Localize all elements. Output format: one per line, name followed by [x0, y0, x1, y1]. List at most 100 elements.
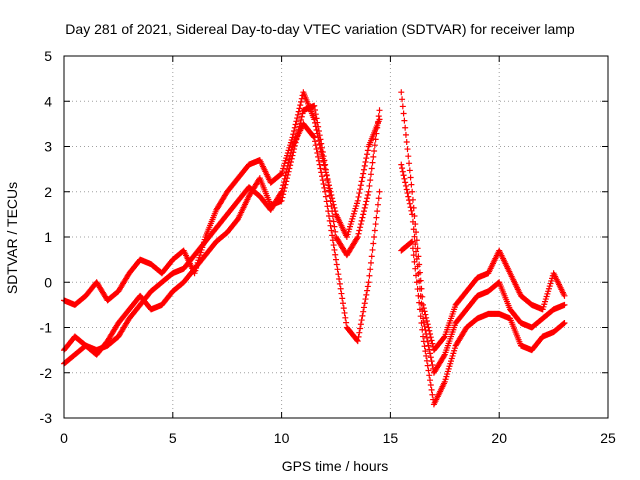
- data-point: [410, 226, 417, 233]
- y-tick-label: -1: [40, 320, 53, 336]
- data-point: [312, 142, 319, 149]
- data-point: [365, 279, 372, 286]
- data-point: [561, 292, 568, 299]
- data-point: [366, 182, 373, 189]
- data-point: [353, 337, 360, 344]
- data-point: [427, 377, 434, 384]
- data-point: [413, 279, 420, 286]
- y-tick-label: -2: [40, 365, 53, 381]
- data-point: [416, 299, 423, 306]
- y-axis-label: SDTVAR / TECUs: [4, 182, 20, 294]
- data-point: [421, 323, 428, 330]
- data-point: [374, 208, 381, 215]
- data-point: [286, 165, 293, 172]
- data-point: [428, 337, 435, 344]
- series-4: [398, 89, 568, 354]
- data-point: [329, 195, 336, 202]
- data-point: [295, 126, 302, 133]
- series-3: [61, 89, 383, 308]
- data-point: [291, 146, 298, 153]
- data-point: [321, 184, 328, 191]
- data-point: [408, 207, 415, 214]
- data-point: [412, 241, 419, 248]
- data-point: [425, 342, 432, 349]
- data-point: [409, 218, 416, 225]
- data-point: [376, 116, 383, 123]
- data-point: [361, 162, 368, 169]
- data-point: [412, 265, 419, 272]
- data-point: [280, 191, 287, 198]
- data-point: [360, 211, 367, 218]
- data-point: [355, 230, 362, 237]
- data-point: [289, 152, 296, 159]
- data-point: [427, 382, 434, 389]
- data-point: [364, 283, 371, 290]
- data-point: [354, 234, 361, 240]
- data-point: [293, 136, 300, 143]
- data-point: [425, 324, 432, 331]
- data-point: [426, 346, 433, 353]
- data-point: [560, 320, 567, 327]
- x-tick-label: 0: [60, 430, 68, 446]
- data-point: [406, 167, 413, 174]
- data-point: [367, 259, 374, 266]
- data-point: [312, 138, 319, 145]
- data-point: [359, 312, 366, 319]
- data-point: [375, 113, 382, 120]
- data-point: [399, 96, 406, 103]
- data-point: [360, 208, 367, 215]
- data-point: [336, 280, 343, 287]
- data-point: [313, 146, 320, 153]
- x-tick-label: 20: [491, 430, 507, 446]
- x-tick-label: 25: [600, 430, 616, 446]
- data-points: [61, 89, 568, 408]
- data-point: [291, 127, 298, 134]
- data-point: [368, 165, 375, 172]
- data-point: [363, 155, 370, 162]
- data-point: [319, 155, 326, 162]
- data-point: [353, 235, 360, 242]
- data-point: [339, 295, 346, 302]
- data-point: [296, 105, 303, 112]
- data-point: [357, 182, 364, 189]
- data-point: [315, 137, 322, 144]
- data-point: [354, 338, 361, 345]
- data-point: [364, 195, 371, 202]
- data-point: [322, 166, 329, 173]
- data-point: [370, 153, 377, 160]
- data-point: [291, 142, 298, 149]
- data-point: [420, 333, 427, 340]
- data-point: [400, 172, 407, 179]
- data-point: [330, 201, 337, 208]
- data-point: [364, 191, 371, 198]
- data-point: [365, 188, 372, 195]
- data-point: [359, 174, 366, 181]
- data-point: [325, 179, 332, 186]
- data-point: [360, 166, 367, 173]
- data-point: [312, 111, 319, 118]
- data-point: [420, 338, 427, 345]
- data-point: [402, 131, 409, 138]
- data-point: [409, 238, 416, 245]
- y-tick-label: 5: [44, 48, 52, 64]
- data-point: [403, 138, 410, 145]
- data-point: [360, 304, 367, 311]
- data-point: [362, 296, 369, 303]
- data-point: [401, 175, 408, 182]
- data-point: [358, 217, 365, 224]
- data-point: [277, 171, 284, 178]
- data-point: [332, 228, 339, 235]
- data-point: [355, 193, 362, 200]
- data-point: [312, 123, 319, 130]
- data-point: [410, 252, 417, 259]
- data-point: [404, 146, 411, 153]
- data-point: [407, 204, 414, 211]
- data-point: [322, 193, 329, 200]
- data-point: [357, 321, 364, 328]
- data-point: [288, 155, 295, 162]
- data-point: [361, 300, 368, 307]
- data-point: [399, 165, 406, 172]
- data-point: [343, 319, 350, 326]
- data-point: [287, 162, 294, 169]
- data-point: [399, 168, 406, 175]
